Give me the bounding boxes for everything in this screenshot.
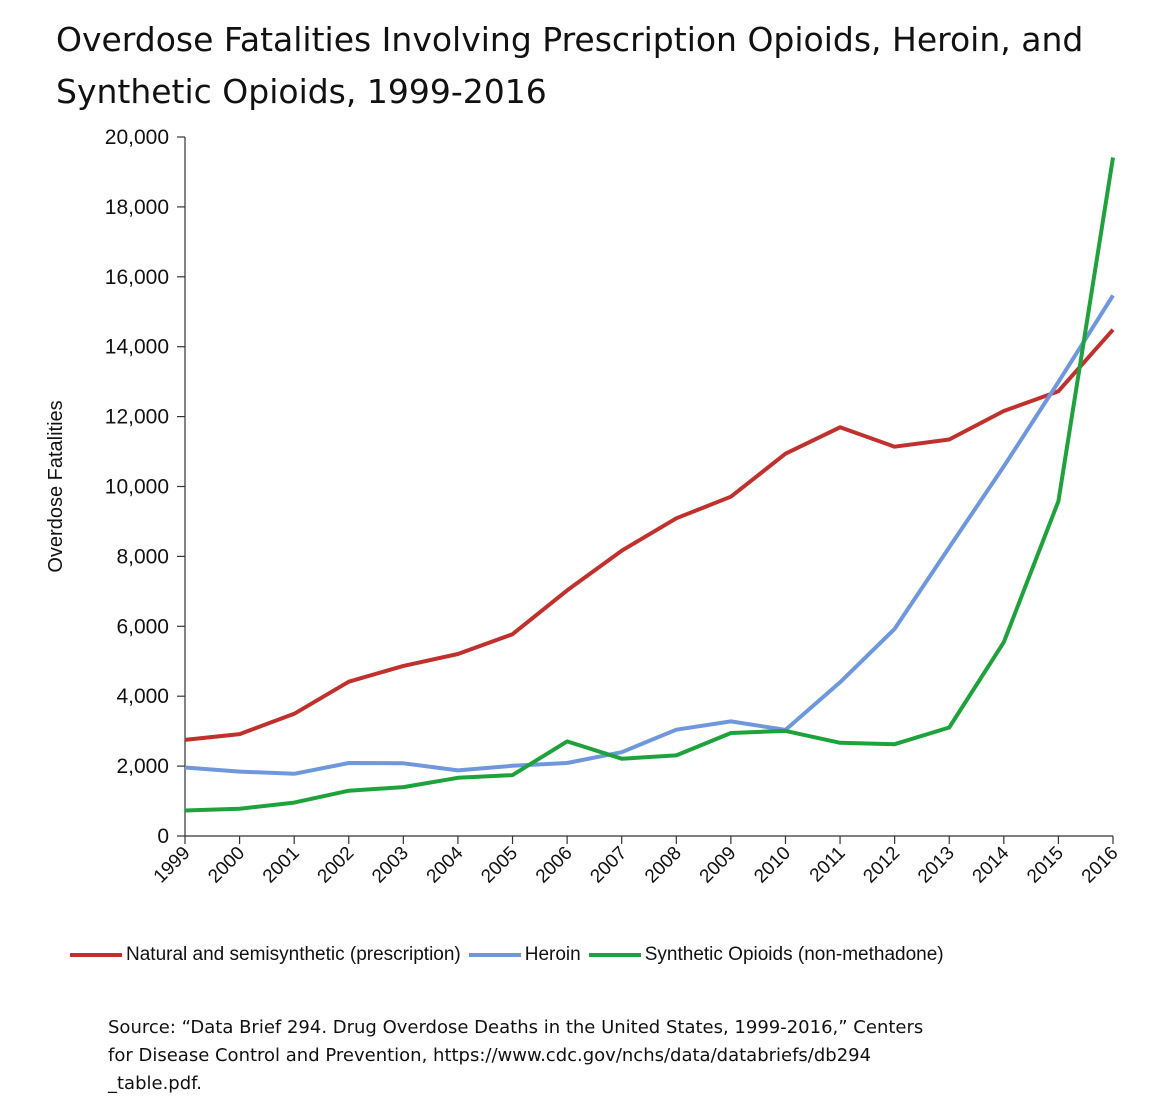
x-tick-label: 2013 (914, 843, 959, 888)
y-tick-label: 18,000 (105, 196, 169, 219)
series-line-2 (184, 157, 1115, 813)
y-tick-label: 4,000 (116, 685, 169, 708)
x-tick-label: 2009 (696, 843, 741, 888)
x-tick-label: 2004 (423, 842, 468, 887)
legend-swatch (588, 953, 641, 957)
x-tick-label: 2012 (859, 843, 904, 888)
series-line-0 (184, 328, 1115, 742)
x-tick-label: 2006 (532, 843, 577, 888)
y-axis-label: Overdose Fatalities (45, 400, 67, 572)
chart-title: Overdose Fatalities Involving Prescripti… (56, 20, 1084, 111)
x-tick-label: 2005 (477, 843, 522, 888)
legend-item-0: Natural and semisynthetic (prescription) (70, 944, 461, 966)
source-note: Source: “Data Brief 294. Drug Overdose D… (108, 1017, 924, 1094)
x-tick-label: 2002 (314, 843, 359, 888)
y-tick-label: 2,000 (116, 755, 169, 778)
x-tick-label: 2015 (1023, 843, 1068, 888)
chart-axes (184, 137, 1113, 837)
x-tick-label: 2016 (1078, 843, 1123, 888)
legend-label: Natural and semisynthetic (prescription) (126, 944, 461, 965)
x-ticks: 1999 2000 2001 2002 2003 2004 2005 2006 2007 2008… (150, 836, 1123, 887)
x-tick-label: 2008 (641, 843, 686, 888)
x-tick-label: 2001 (259, 843, 304, 888)
x-tick-label: 1999 (150, 843, 195, 888)
y-tick-label: 0 (157, 825, 169, 848)
x-tick-label: 2003 (368, 843, 413, 888)
y-tick-label: 12,000 (105, 406, 169, 429)
y-tick-label: 16,000 (105, 266, 169, 289)
x-tick-label: 2007 (586, 843, 631, 888)
x-tick-label: 2014 (969, 842, 1014, 887)
x-tick-label: 2010 (750, 843, 795, 888)
legend-item-1: Heroin (468, 944, 581, 966)
legend-swatch (70, 953, 122, 957)
legend-swatch (468, 953, 521, 957)
y-tick-label: 10,000 (105, 476, 169, 499)
y-tick-label: 6,000 (116, 615, 169, 638)
legend-item-2: Synthetic Opioids (non-methadone) (588, 944, 944, 966)
x-tick-label: 2011 (806, 843, 850, 887)
y-tick-label: 14,000 (105, 336, 169, 359)
legend-label: Heroin (524, 944, 581, 965)
series-line-1 (184, 294, 1115, 776)
y-tick-label: 20,000 (105, 126, 169, 149)
series-lines (184, 157, 1115, 813)
x-tick-label: 2000 (204, 843, 249, 888)
y-tick-label: 8,000 (116, 545, 169, 568)
y-ticks: 0 2,000 4,000 6,000 8,000 10,000 12,000 14,000 1… (105, 126, 185, 848)
legend-label: Synthetic Opioids (non-methadone) (644, 944, 944, 965)
legend: Natural and semisynthetic (prescription)… (70, 944, 1150, 966)
